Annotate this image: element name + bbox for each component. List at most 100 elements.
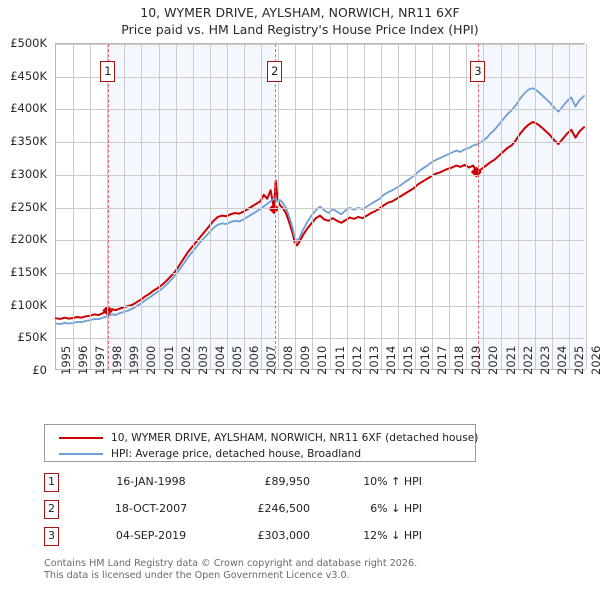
gridline-vertical xyxy=(141,44,143,369)
transaction-badge-1[interactable]: 1 xyxy=(100,61,116,82)
title-line-2: Price paid vs. HM Land Registry's House … xyxy=(121,22,479,37)
gridline-vertical xyxy=(295,44,297,369)
title-line-1: 10, WYMER DRIVE, AYLSHAM, NORWICH, NR11 … xyxy=(140,5,460,20)
transaction-vline-1 xyxy=(107,44,109,369)
gridline-vertical xyxy=(346,44,348,369)
transaction-vline-2 xyxy=(274,44,276,369)
gridline-vertical xyxy=(500,44,502,369)
x-axis-tick-label: 2020 xyxy=(486,345,501,375)
gridline-vertical xyxy=(226,44,228,369)
gridline-horizontal xyxy=(56,305,584,307)
y-axis-tick-label: £300K xyxy=(10,166,47,181)
y-axis-labels: £0 £50K £100K £150K £200K £250K £300K £350K £400… xyxy=(0,36,52,377)
gridline-vertical xyxy=(278,44,280,369)
transaction-marker-2: 2 xyxy=(44,500,59,519)
gridline-vertical xyxy=(261,44,263,369)
x-axis-tick-label: 2000 xyxy=(144,345,159,375)
legend-item-property: 10, WYMER DRIVE, AYLSHAM, NORWICH, NR11 … xyxy=(45,430,479,445)
gridline-vertical xyxy=(175,44,177,369)
x-axis-tick-label: 2011 xyxy=(332,345,347,375)
gridline-horizontal xyxy=(56,338,584,340)
plot-area: 1 2 3 xyxy=(55,43,587,370)
transaction-point-3[interactable] xyxy=(470,166,482,178)
gridline-horizontal xyxy=(56,240,584,242)
legend-swatch-property xyxy=(59,436,103,439)
gridline-vertical xyxy=(312,44,314,369)
x-axis-tick-label: 2008 xyxy=(281,345,296,375)
x-axis-tick-label: 2018 xyxy=(452,345,467,375)
x-axis-tick-label: 2021 xyxy=(503,345,518,375)
y-axis-tick-label: £250K xyxy=(10,199,47,214)
transaction-badge-2[interactable]: 2 xyxy=(267,61,283,82)
x-axis-tick-label: 2010 xyxy=(315,345,330,375)
transaction-badge-3[interactable]: 3 xyxy=(470,61,486,82)
x-axis-tick-label: 1997 xyxy=(93,345,108,375)
transaction-vline-3 xyxy=(477,44,479,369)
gridline-vertical xyxy=(432,44,434,369)
gridline-horizontal xyxy=(56,207,584,209)
gridline-vertical xyxy=(107,44,109,369)
transaction-hpi-delta-1: 10% ↑ HPI xyxy=(363,475,422,488)
transaction-hpi-delta-3: 12% ↓ HPI xyxy=(363,529,422,542)
legend-swatch-hpi xyxy=(59,452,103,455)
legend-label-property: 10, WYMER DRIVE, AYLSHAM, NORWICH, NR11 … xyxy=(111,431,479,444)
x-axis-tick-label: 2005 xyxy=(229,345,244,375)
ownership-span-2 xyxy=(477,44,586,369)
y-axis-tick-label: £350K xyxy=(10,134,47,149)
x-axis-tick-label: 2019 xyxy=(469,345,484,375)
x-axis-tick-label: 2003 xyxy=(195,345,210,375)
y-axis-tick-label: £450K xyxy=(10,68,47,83)
footer-attribution: Contains HM Land Registry data © Crown c… xyxy=(44,558,584,581)
y-axis-tick-label: £400K xyxy=(10,101,47,116)
gridline-vertical xyxy=(244,44,246,369)
x-axis-tick-label: 2015 xyxy=(400,345,415,375)
x-axis-tick-label: 2023 xyxy=(537,345,552,375)
gridline-vertical xyxy=(517,44,519,369)
transaction-price-1: £89,950 xyxy=(264,475,311,488)
y-axis-tick-label: £50K xyxy=(17,330,48,345)
table-row: 2 18-OCT-2007 £246,500 6% ↓ HPI xyxy=(44,498,444,525)
series-lines xyxy=(56,44,584,369)
transaction-point-2[interactable] xyxy=(268,203,280,215)
x-axis-tick-label: 2024 xyxy=(554,345,569,375)
x-axis-tick-label: 2014 xyxy=(383,345,398,375)
transaction-marker-1: 1 xyxy=(44,473,59,492)
gridline-vertical xyxy=(380,44,382,369)
gridline-vertical xyxy=(363,44,365,369)
gridline-vertical xyxy=(397,44,399,369)
gridline-vertical xyxy=(329,44,331,369)
transaction-price-2: £246,500 xyxy=(257,502,311,515)
footer-line-2: This data is licensed under the Open Gov… xyxy=(44,569,350,581)
gridline-horizontal xyxy=(56,142,584,144)
hpi-average-line xyxy=(56,88,584,324)
gridline-vertical xyxy=(192,44,194,369)
gridline-horizontal xyxy=(56,109,584,111)
x-axis-tick-label: 2025 xyxy=(571,345,586,375)
gridline-vertical xyxy=(209,44,211,369)
x-axis-tick-label: 2002 xyxy=(178,345,193,375)
gridline-vertical xyxy=(466,44,468,369)
gridline-vertical xyxy=(483,44,485,369)
property-price-line xyxy=(56,122,584,319)
transaction-date-3: 04-SEP-2019 xyxy=(115,529,187,542)
y-axis-tick-label: £100K xyxy=(10,297,47,312)
x-axis-tick-label: 2017 xyxy=(435,345,450,375)
gridline-horizontal xyxy=(56,76,584,78)
y-axis-tick-label: £200K xyxy=(10,232,47,247)
page-title: 10, WYMER DRIVE, AYLSHAM, NORWICH, NR11 … xyxy=(0,4,600,38)
chart-area: £0 £50K £100K £150K £200K £250K £300K £350K £400… xyxy=(0,36,600,377)
footer-line-1: Contains HM Land Registry data © Crown c… xyxy=(44,558,418,569)
ownership-span-1 xyxy=(107,44,275,369)
gridline-horizontal xyxy=(56,272,584,274)
x-axis-tick-label: 2004 xyxy=(212,345,227,375)
x-axis-tick-label: 2007 xyxy=(264,345,279,375)
gridline-horizontal xyxy=(56,44,584,45)
x-axis-tick-label: 2026 xyxy=(589,345,600,375)
gridline-horizontal xyxy=(56,174,584,176)
y-axis-tick-label: £0 xyxy=(32,363,47,377)
x-axis-tick-label: 2009 xyxy=(298,345,313,375)
transaction-hpi-delta-2: 6% ↓ HPI xyxy=(370,502,422,515)
gridline-vertical xyxy=(73,44,75,369)
x-axis-tick-label: 1998 xyxy=(110,345,125,375)
